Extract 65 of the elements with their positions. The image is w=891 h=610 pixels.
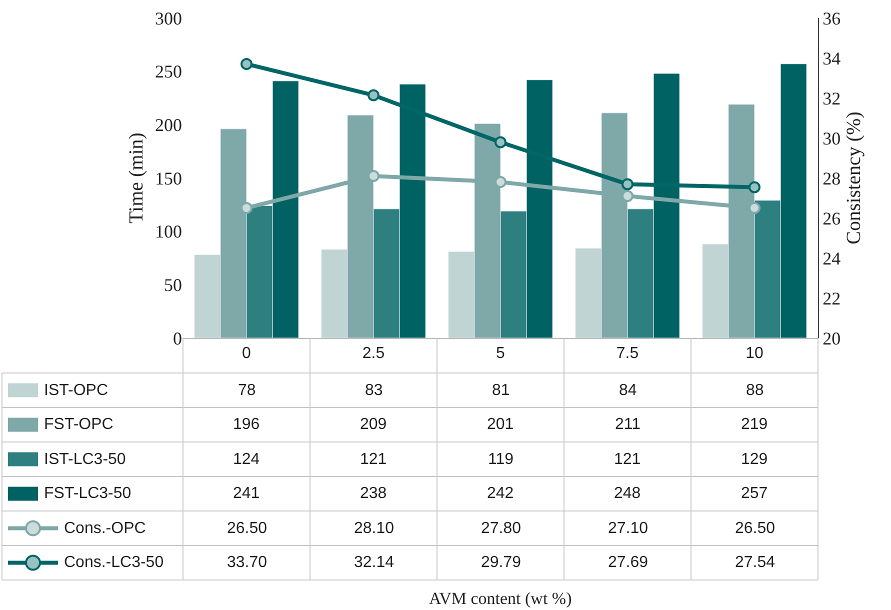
data-label: 257 (741, 485, 768, 502)
data-label: 129 (741, 451, 768, 468)
data-label: 27.69 (608, 554, 648, 571)
y2-tick-label: 26 (822, 208, 841, 228)
x-tick-label: 10 (746, 345, 764, 362)
y2-tick-label: 32 (822, 88, 841, 108)
data-label: 238 (360, 485, 387, 502)
data-label: 26.50 (735, 520, 776, 537)
y2-axis-title: Consistency (%) (843, 112, 866, 244)
y-tick-label: 300 (155, 8, 182, 28)
data-label: 209 (360, 416, 387, 433)
legend-label: Cons.-OPC (64, 520, 146, 537)
data-label: 219 (741, 416, 768, 433)
point (494, 136, 506, 148)
data-label: 26.50 (227, 520, 268, 537)
y-tick-label: 100 (155, 222, 182, 242)
data-label: 27.80 (481, 520, 522, 537)
point (622, 178, 634, 190)
data-label: 83 (365, 382, 383, 399)
data-label: 27.10 (608, 520, 648, 537)
point (240, 58, 252, 70)
data-label: 201 (487, 416, 514, 433)
data-label: 242 (487, 485, 514, 502)
data-label: 211 (615, 416, 641, 433)
data-label: 81 (492, 382, 510, 399)
y-tick-label: 200 (155, 114, 182, 135)
data-label: 119 (488, 451, 514, 468)
y2-tick-label: 34 (822, 48, 841, 68)
data-label: 29.79 (481, 554, 522, 571)
y-tick-label: 250 (155, 62, 182, 82)
data-label: 241 (233, 485, 260, 502)
legend-label: FST-LC3-50 (44, 485, 132, 502)
data-label: 78 (238, 382, 256, 399)
y-tick-label: 0 (173, 328, 182, 348)
data-label: 27.54 (735, 554, 776, 571)
y-tick-label: 150 (155, 168, 182, 188)
data-label: 121 (360, 451, 387, 468)
legend-label: FST-OPC (44, 416, 114, 433)
point (748, 181, 760, 194)
y-axis-title: Time (min) (126, 132, 148, 224)
y2-tick-label: 36 (822, 8, 841, 28)
data-label: 124 (233, 451, 260, 468)
y-tick-label: 50 (164, 274, 182, 295)
y2-tick-label: 20 (822, 328, 841, 348)
text: AVM content (wt %) (429, 589, 572, 608)
y2-tick-label: 30 (822, 128, 841, 148)
point (368, 89, 380, 102)
data-label: 196 (233, 416, 260, 433)
y2-tick-label: 22 (822, 288, 841, 308)
legend-label: IST-OPC (44, 382, 108, 399)
legend-label: IST-LC3-50 (44, 451, 126, 468)
data-label: 33.70 (227, 554, 268, 571)
data-label: 88 (746, 382, 764, 399)
x-tick-label: 5 (496, 345, 506, 362)
y2-tick-label: 24 (822, 248, 841, 268)
data-label: 121 (614, 451, 641, 468)
x-tick-label: 0 (242, 345, 252, 362)
data-label: 32.14 (354, 554, 394, 571)
x-tick-label: 2.5 (362, 345, 385, 362)
data-label: 28.10 (354, 520, 394, 537)
data-label: 248 (614, 485, 641, 502)
legend-label: Cons.-LC3-50 (64, 554, 164, 571)
x-tick-label: 7.5 (616, 345, 639, 362)
y2-tick-label: 28 (822, 168, 841, 188)
data-label: 84 (619, 382, 637, 399)
